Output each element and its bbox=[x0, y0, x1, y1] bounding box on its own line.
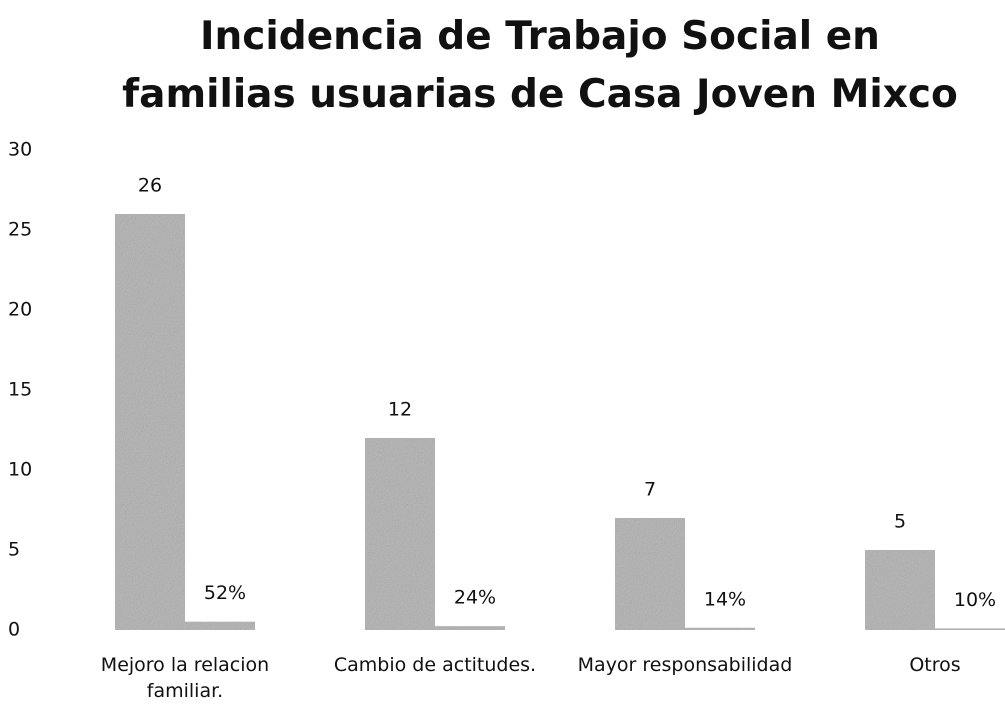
bar bbox=[115, 214, 185, 630]
bar bbox=[365, 438, 435, 630]
x-tick-label: Mejoro la relacion familiar. bbox=[100, 654, 270, 702]
chart-title: Incidencia de Trabajo Social en familias… bbox=[122, 14, 958, 117]
data-label: 5 bbox=[894, 511, 906, 533]
bar bbox=[435, 626, 505, 630]
data-label: 14% bbox=[704, 588, 746, 610]
bar bbox=[615, 518, 685, 630]
data-label: 12 bbox=[388, 399, 412, 421]
bar bbox=[865, 550, 935, 630]
data-label: 10% bbox=[954, 589, 996, 611]
data-label: 7 bbox=[644, 479, 656, 501]
bar bbox=[935, 628, 1005, 630]
bar bbox=[685, 627, 755, 630]
x-tick-label: Otros bbox=[909, 654, 961, 676]
y-tick-label: 10 bbox=[8, 459, 32, 481]
x-tick-label: Mayor responsabilidad bbox=[577, 654, 793, 676]
y-tick-label: 30 bbox=[8, 139, 32, 161]
y-tick-label: 20 bbox=[8, 299, 32, 321]
y-tick-label: 0 bbox=[8, 619, 20, 641]
y-tick-label: 15 bbox=[8, 379, 32, 401]
data-label: 24% bbox=[454, 587, 496, 609]
y-tick-label: 5 bbox=[8, 539, 20, 561]
data-label: 26 bbox=[138, 175, 162, 197]
bar bbox=[185, 621, 255, 630]
x-tick-label: Cambio de actitudes. bbox=[333, 654, 537, 676]
y-tick-label: 25 bbox=[8, 219, 32, 241]
data-label: 52% bbox=[204, 582, 246, 604]
